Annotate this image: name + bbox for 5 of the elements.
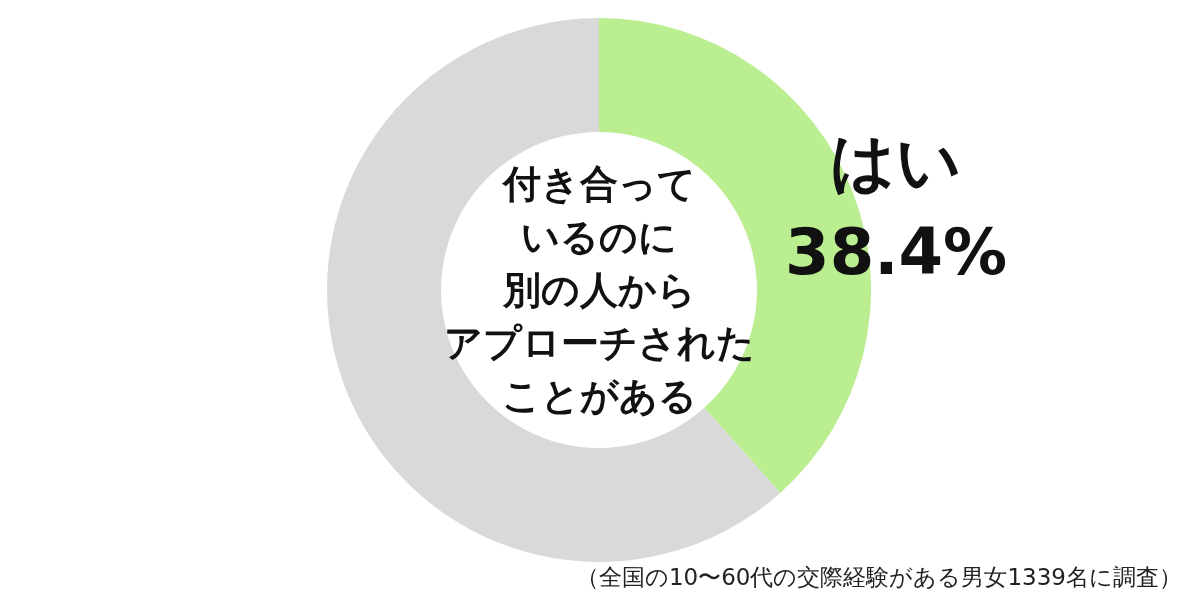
text: 付き合っているのに別の人からアプローチされたことがある: [443, 162, 755, 418]
text: （全国の10〜60代の交際経験がある男女1339名に調査）: [575, 564, 1182, 590]
data-label: 38.4%: [785, 214, 1008, 289]
donut-slice: [327, 18, 781, 562]
slice-label: はい: [830, 124, 963, 199]
